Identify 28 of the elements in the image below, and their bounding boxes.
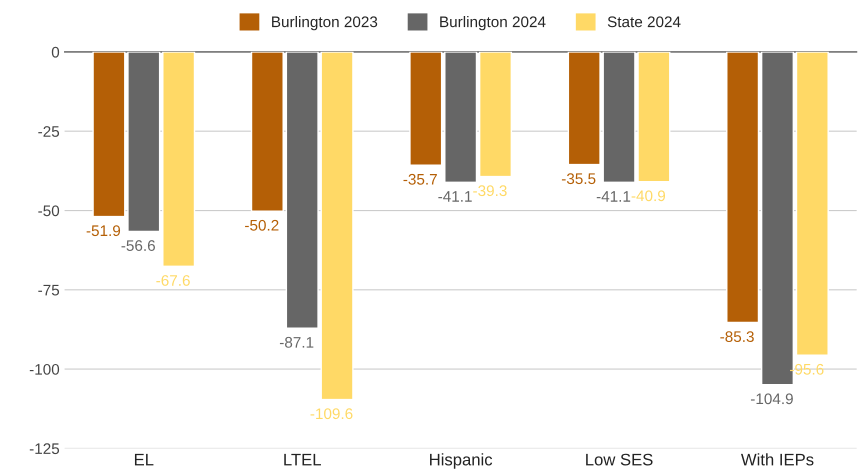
y-tick-label: -125 bbox=[30, 443, 60, 454]
data-label: -35.5 bbox=[562, 173, 596, 184]
data-label: -40.9 bbox=[632, 190, 666, 202]
legend-label: State 2024 bbox=[608, 16, 681, 28]
data-label: -50.2 bbox=[245, 220, 278, 231]
data-label: -51.9 bbox=[86, 225, 120, 236]
data-label: -41.1 bbox=[596, 191, 630, 202]
y-tick-label: 0 bbox=[52, 46, 60, 58]
legend-label: Burlington 2024 bbox=[440, 16, 546, 30]
data-label: -39.3 bbox=[473, 185, 507, 196]
y-tick-label: -50 bbox=[38, 205, 60, 216]
x-tick-label: Hispanic bbox=[430, 453, 492, 469]
x-tick-label: Low SES bbox=[586, 454, 653, 466]
data-label: -35.7 bbox=[403, 174, 437, 185]
x-tick-label: EL bbox=[134, 454, 154, 466]
y-tick-label: -25 bbox=[38, 126, 60, 137]
data-label: -104.9 bbox=[750, 393, 793, 404]
y-tick-label: -100 bbox=[30, 364, 60, 375]
data-label: -87.1 bbox=[280, 336, 314, 348]
legend-label: Burlington 2023 bbox=[272, 16, 378, 30]
data-label: -67.6 bbox=[156, 275, 190, 286]
data-label: -109.6 bbox=[310, 408, 352, 420]
x-tick-label: LTEL bbox=[284, 454, 321, 466]
y-tick-label: -75 bbox=[38, 284, 60, 296]
x-tick-label: With IEPs bbox=[740, 453, 814, 466]
data-label: -56.6 bbox=[122, 240, 155, 251]
data-label: -41.1 bbox=[438, 191, 472, 202]
data-label: -85.3 bbox=[720, 331, 754, 342]
